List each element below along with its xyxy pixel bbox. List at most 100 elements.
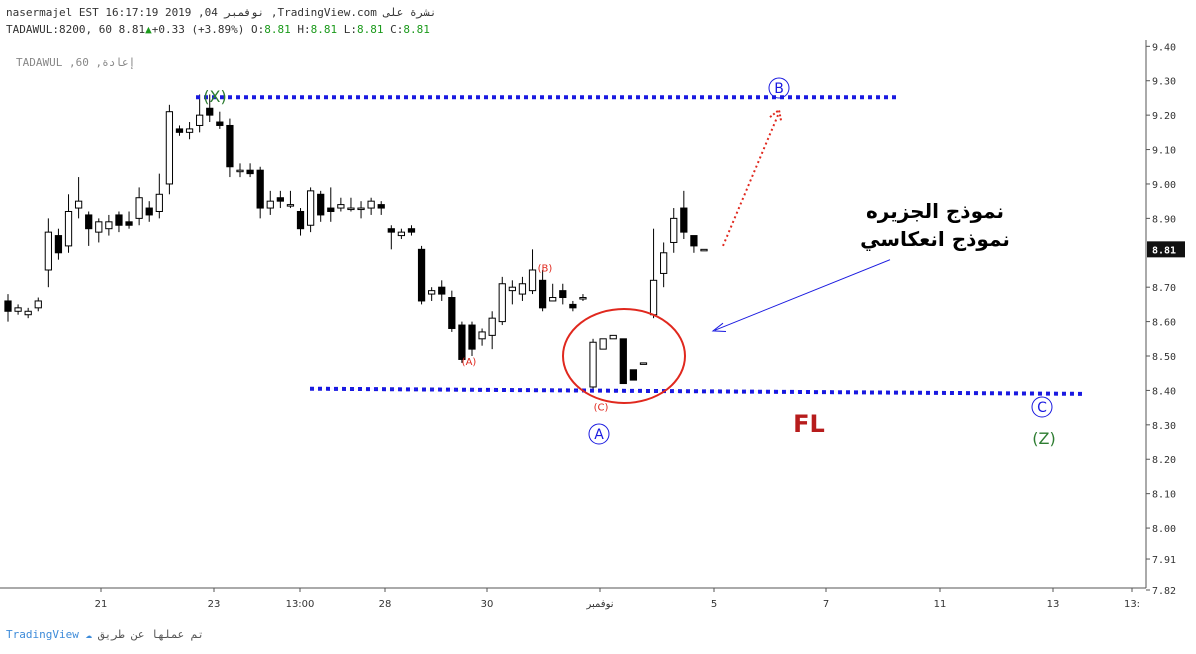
candle-body <box>165 111 174 185</box>
candle-body <box>639 362 648 365</box>
candle <box>256 166 264 219</box>
candle-body <box>4 300 12 312</box>
candle-body <box>387 228 395 233</box>
candle <box>660 242 668 288</box>
candle <box>609 334 617 340</box>
candle <box>24 307 32 319</box>
candle <box>236 163 244 178</box>
footer: TradingView ☁ تم عملها عن طريق <box>6 628 204 641</box>
candle <box>377 201 385 215</box>
y-tick-label: 8.90 <box>1152 214 1176 225</box>
candle-body <box>660 252 668 274</box>
candle-body <box>589 341 597 388</box>
candle-body <box>407 228 416 233</box>
candle-body <box>125 221 133 226</box>
candle-body <box>266 200 274 209</box>
price-change: +0.33 (+3.89%) <box>151 23 245 36</box>
candle <box>478 328 486 346</box>
candle <box>317 190 325 222</box>
symbol-info: TADAWUL:8200, 60 8.81 <box>6 23 146 36</box>
x-tick-label: 13: <box>1124 599 1140 610</box>
candle-body <box>105 221 113 230</box>
open-value: 8.81 <box>264 23 291 36</box>
candle-body <box>619 338 627 385</box>
pointer-arrowhead <box>711 322 727 332</box>
candle-body <box>54 235 63 254</box>
candle-body <box>498 283 506 323</box>
candle-body <box>700 248 708 252</box>
candle <box>680 190 688 240</box>
candle <box>508 280 516 305</box>
candle-body <box>629 369 638 381</box>
y-tick-label: 7.91 <box>1152 555 1176 566</box>
candle-body <box>216 121 224 126</box>
candle <box>417 245 426 305</box>
candle <box>286 190 295 209</box>
candle-body <box>438 286 446 295</box>
candle <box>145 201 153 222</box>
x-tick-label: 30 <box>481 599 494 610</box>
candle-body <box>196 114 204 126</box>
candle-body <box>24 310 32 316</box>
candle <box>528 249 537 295</box>
chart-header: nasermajel EST 16:17:19 2019 ,04 نوفمبر … <box>0 0 1196 40</box>
current-price-box <box>1147 241 1185 258</box>
candle <box>216 111 224 129</box>
annotations: (X) (A) (B) (C) B A C (Z) FL نموذج الجزيره نموذج ا… <box>196 77 1083 448</box>
wave-a-small-label: (A) <box>462 357 477 368</box>
candle-body <box>518 283 527 295</box>
close-label: C: <box>390 23 404 36</box>
candlestick-chart[interactable]: 9.40 9.30 9.20 9.10 9.00 8.90 8.70 8.60 8.50 8.40… <box>0 40 1196 620</box>
wave-z-label: (Z) <box>1032 429 1055 448</box>
candle <box>559 283 567 305</box>
candle <box>367 197 375 215</box>
candle-body <box>428 290 436 295</box>
candle <box>95 218 103 243</box>
arabic-note-line2: نموذج انعكاسي <box>860 227 1010 252</box>
candle-body <box>680 207 688 233</box>
y-axis-ticks: 9.40 9.30 9.20 9.10 9.00 8.90 8.70 8.60 8.50 8.40… <box>1146 42 1185 597</box>
wave-b-small-label: (B) <box>538 264 553 275</box>
candle <box>518 276 527 301</box>
candle <box>639 362 648 365</box>
projection-arrow <box>722 114 779 247</box>
y-tick-label: 9.30 <box>1152 77 1176 88</box>
candle <box>428 287 436 301</box>
candle-body <box>206 107 214 116</box>
publish-info: nasermajel EST 16:17:19 2019 ,04 نوفمبر … <box>6 6 437 19</box>
candle-body <box>306 190 315 226</box>
tradingview-logo[interactable]: TradingView <box>6 628 79 641</box>
candle <box>700 248 708 252</box>
current-price-label: 8.81 <box>1152 245 1176 256</box>
candle <box>44 218 52 288</box>
candle-body <box>458 324 466 360</box>
candle-body <box>185 128 194 133</box>
candle <box>397 228 406 240</box>
arabic-note-line1: نموذج الجزيره <box>866 199 1004 223</box>
candle-body <box>397 231 406 237</box>
candle-body <box>528 269 537 292</box>
candle <box>155 173 163 219</box>
chart-watermark: TADAWUL ,60 ,إعادة <box>16 56 136 69</box>
candle-body <box>478 331 486 340</box>
candle-body <box>448 297 456 329</box>
candle-body <box>579 297 587 300</box>
candle <box>14 304 22 315</box>
candle <box>327 187 335 222</box>
candle-body <box>508 286 516 292</box>
candle <box>649 228 658 319</box>
x-tick-label: 5 <box>711 599 717 610</box>
wave-a-label-circle <box>588 423 610 445</box>
candle-body <box>649 279 658 316</box>
y-tick-label: 8.00 <box>1152 524 1176 535</box>
high-value: 8.81 <box>310 23 338 36</box>
y-tick-label: 8.60 <box>1152 318 1176 329</box>
candle <box>337 197 345 212</box>
x-tick-label: نوفمبر <box>585 599 613 610</box>
wave-c-label: C <box>1037 400 1047 416</box>
candle-body <box>569 303 577 309</box>
candle-body <box>256 169 264 209</box>
wave-c-small-label: (C) <box>594 403 609 414</box>
candle <box>538 269 547 312</box>
candle-body <box>357 207 365 211</box>
